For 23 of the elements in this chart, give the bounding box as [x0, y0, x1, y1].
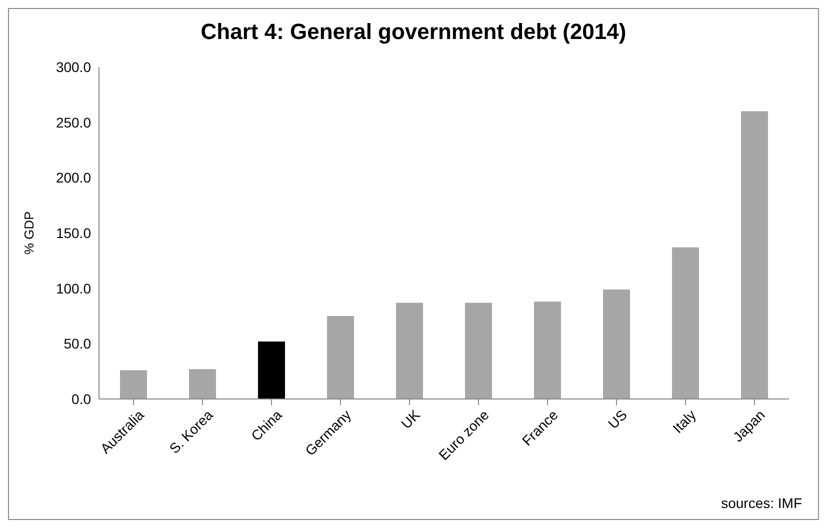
- x-tick-label: UK: [398, 406, 424, 432]
- bar: [396, 302, 423, 399]
- bar: [120, 370, 147, 399]
- y-tick-label: 250.0: [56, 114, 92, 130]
- bar: [741, 111, 768, 399]
- bar: [327, 316, 354, 399]
- y-tick-label: 200.0: [56, 170, 92, 186]
- bar: [465, 302, 492, 399]
- bar: [258, 341, 285, 399]
- y-tick-label: 150.0: [56, 224, 92, 241]
- y-tick-label: 0.0: [72, 390, 92, 407]
- source-note: sources: IMF: [721, 495, 802, 511]
- bar: [189, 369, 216, 399]
- bar: [603, 289, 630, 399]
- chart-title: Chart 4: General government debt (2014): [200, 19, 628, 45]
- x-tick-label: Italy: [669, 406, 699, 436]
- x-tick-label: US: [604, 406, 630, 432]
- bar: [534, 302, 561, 399]
- bar: [672, 247, 699, 399]
- y-tick-label: 100.0: [56, 280, 92, 296]
- y-tick-label: 300.0: [56, 58, 92, 75]
- y-axis-title: % GDP: [22, 211, 37, 255]
- y-tick-label: 50.0: [64, 336, 92, 352]
